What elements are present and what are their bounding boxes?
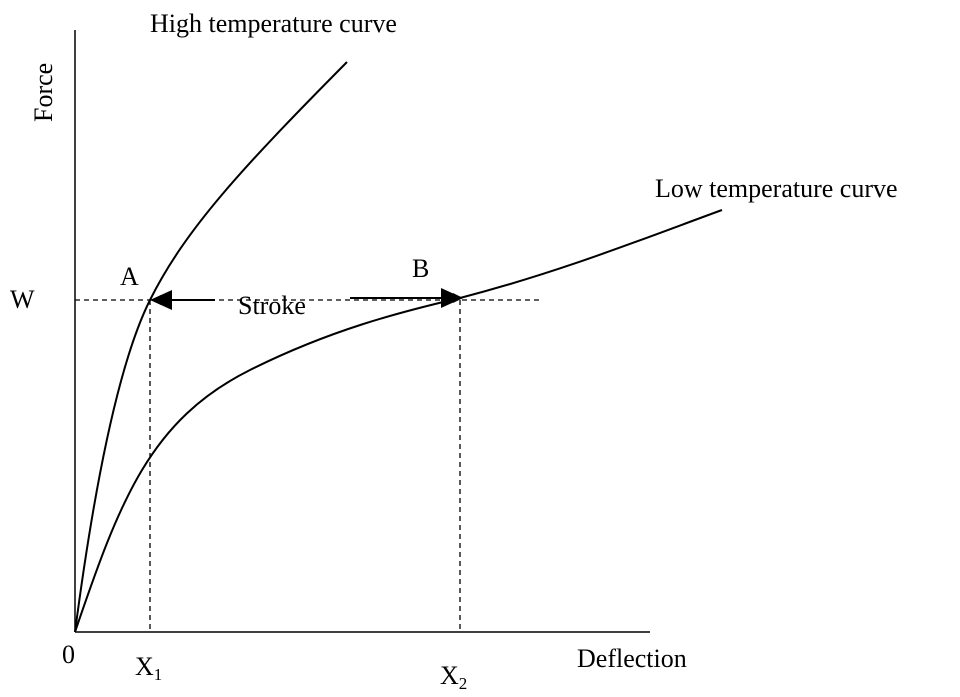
x2-main: X	[440, 661, 459, 690]
arrow-head-right	[441, 288, 463, 308]
low-curve-label: Low temperature curve	[655, 174, 898, 203]
level-label: W	[10, 285, 35, 314]
x2-label: X2	[440, 661, 467, 692]
stroke-label: Stroke	[238, 291, 306, 320]
arrow-head-left	[150, 290, 172, 310]
low-curve	[74, 209, 723, 633]
x2-sub: 2	[459, 674, 468, 692]
point-a-label: A	[120, 262, 139, 291]
point-b-label: B	[412, 254, 429, 283]
x-axis-label: Deflection	[577, 644, 687, 673]
high-curve	[74, 61, 348, 633]
high-curve-label: High temperature curve	[150, 9, 397, 38]
x1-label: X1	[135, 652, 162, 684]
x1-sub: 1	[154, 665, 163, 684]
x1-main: X	[135, 652, 154, 681]
origin-label: 0	[62, 640, 75, 669]
y-axis-label: Force	[29, 63, 58, 122]
